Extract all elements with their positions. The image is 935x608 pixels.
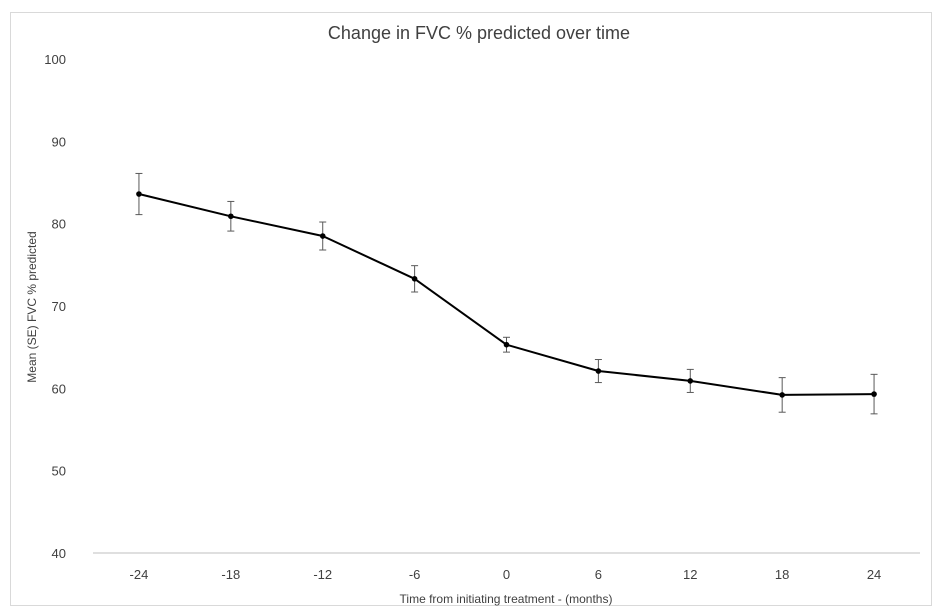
data-point xyxy=(411,276,418,282)
data-point xyxy=(136,191,142,197)
data-point xyxy=(319,233,326,239)
data-point xyxy=(595,368,602,374)
x-tick-label: 0 xyxy=(503,567,510,582)
y-tick-label: 90 xyxy=(52,134,66,149)
chart-title: Change in FVC % predicted over time xyxy=(328,23,630,43)
y-tick-label: 40 xyxy=(52,546,66,561)
x-axis-tick-labels: -24 -18 -12 -6 0 6 12 18 24 xyxy=(130,567,882,582)
x-tick-label: -12 xyxy=(313,567,332,582)
x-tick-label: -18 xyxy=(221,567,240,582)
x-tick-label: 6 xyxy=(595,567,602,582)
x-tick-label: 24 xyxy=(867,567,881,582)
y-tick-label: 70 xyxy=(52,299,66,314)
y-tick-label: 60 xyxy=(52,381,66,396)
y-tick-label: 100 xyxy=(44,52,66,67)
data-point xyxy=(779,392,785,398)
y-tick-label: 50 xyxy=(52,464,66,479)
y-tick-label: 80 xyxy=(52,217,66,232)
series-line xyxy=(138,193,875,396)
y-axis-tick-labels: 40 50 60 70 80 90 100 xyxy=(44,52,66,561)
chart-frame xyxy=(10,12,932,606)
x-tick-label: -24 xyxy=(130,567,149,582)
x-axis-title: Time from initiating treatment - (months… xyxy=(400,592,613,606)
data-point xyxy=(871,391,877,397)
y-axis-title: Mean (SE) FVC % predicted xyxy=(25,231,39,382)
x-tick-label: -6 xyxy=(409,567,421,582)
error-bars xyxy=(135,172,878,415)
data-point xyxy=(503,341,510,348)
data-point xyxy=(687,378,694,384)
x-tick-label: 12 xyxy=(683,567,697,582)
x-tick-label: 18 xyxy=(775,567,789,582)
data-point xyxy=(228,213,234,220)
data-points xyxy=(136,191,877,398)
